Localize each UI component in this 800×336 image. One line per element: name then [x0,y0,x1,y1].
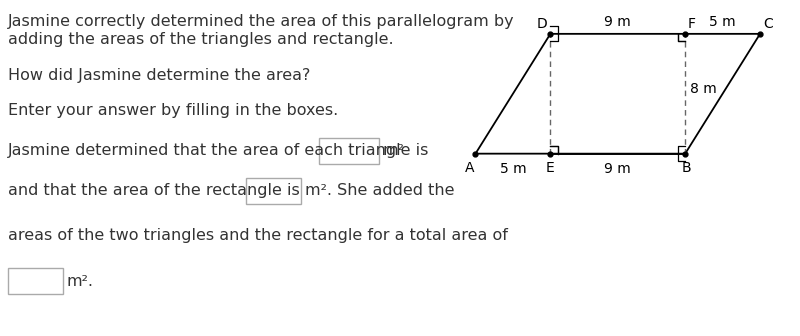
Text: adding the areas of the triangles and rectangle.: adding the areas of the triangles and re… [8,32,394,47]
Text: F: F [687,17,695,31]
Bar [8,268,63,294]
Text: C: C [763,17,773,31]
Text: Jasmine determined that the area of each triangle is: Jasmine determined that the area of each… [8,143,430,158]
Text: A: A [465,161,474,175]
Text: and that the area of the rectangle is: and that the area of the rectangle is [8,183,300,198]
Text: 5 m: 5 m [710,15,736,29]
Bar [246,178,301,204]
Text: E: E [546,161,554,175]
Text: B: B [682,161,691,175]
Text: 9 m: 9 m [604,15,631,29]
Text: 9 m: 9 m [604,162,631,176]
Text: D: D [537,17,547,31]
Bar [319,138,379,164]
Text: m².: m². [67,274,94,289]
Text: Enter your answer by filling in the boxes.: Enter your answer by filling in the boxe… [8,103,338,118]
Text: How did Jasmine determine the area?: How did Jasmine determine the area? [8,68,310,83]
Text: 5 m: 5 m [500,162,526,176]
Text: Jasmine correctly determined the area of this parallelogram by: Jasmine correctly determined the area of… [8,14,514,29]
Text: areas of the two triangles and the rectangle for a total area of: areas of the two triangles and the recta… [8,228,508,243]
Text: m². She added the: m². She added the [305,183,454,198]
Text: 8 m: 8 m [690,82,717,96]
Text: m²: m² [383,143,405,158]
